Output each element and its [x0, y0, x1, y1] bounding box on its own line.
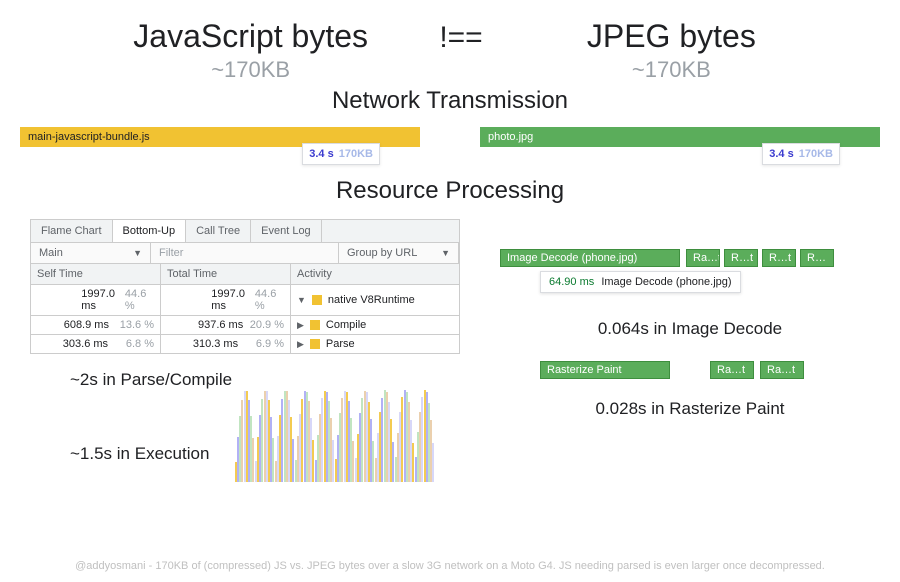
header-mid: !==: [419, 21, 502, 55]
raster-smalls: Ra…t Ra…t: [710, 361, 804, 379]
cell-total-time: 310.3 ms6.9 %: [161, 335, 291, 353]
devtools-tab[interactable]: Bottom-Up: [113, 220, 187, 242]
col-self-time[interactable]: Self Time: [31, 264, 161, 284]
cell-self-time: 303.6 ms6.8 %: [31, 335, 161, 353]
jpeg-filename: photo.jpg: [488, 131, 533, 143]
cell-activity: ▶Compile: [291, 316, 459, 334]
js-bar-col: main-javascript-bundle.js 3.4 s 170KB: [20, 127, 420, 147]
decode-main-box: Image Decode (phone.jpg): [500, 249, 680, 267]
caption-image-decode: 0.064s in Image Decode: [500, 319, 880, 339]
devtools-tab[interactable]: Call Tree: [186, 220, 251, 242]
caption-execution: ~1.5s in Execution: [70, 444, 209, 464]
cell-self-time: 1997.0 ms44.6 %: [31, 285, 161, 315]
size-js: ~170KB: [82, 57, 419, 83]
devtools-main-select[interactable]: Main ▼: [31, 243, 151, 263]
processing-left: Flame ChartBottom-UpCall TreeEvent Log M…: [30, 219, 460, 482]
devtools-group-label: Group by URL: [347, 247, 417, 259]
title-jpeg: JPEG bytes: [503, 18, 840, 55]
raster-small-box: Ra…t: [710, 361, 754, 379]
network-bars-row: main-javascript-bundle.js 3.4 s 170KB ph…: [0, 115, 900, 147]
raster-main-box: Rasterize Paint: [540, 361, 670, 379]
size-jpeg: ~170KB: [503, 57, 840, 83]
raster-row: Rasterize Paint Ra…t Ra…t: [540, 361, 880, 379]
devtools-rows: 1997.0 ms44.6 %1997.0 ms44.6 %▼native V8…: [30, 285, 460, 354]
neq-operator: !==: [439, 21, 482, 55]
header-right: JPEG bytes ~170KB: [503, 18, 840, 83]
jpeg-bar-col: photo.jpg 3.4 s 170KB: [480, 127, 880, 147]
decode-small-box: Ra…t: [686, 249, 720, 267]
cell-total-time: 937.6 ms20.9 %: [161, 316, 291, 334]
section-processing-label: Resource Processing: [0, 177, 900, 205]
decode-tooltip: 64.90 ms Image Decode (phone.jpg): [540, 271, 741, 293]
devtools-row[interactable]: 1997.0 ms44.6 %1997.0 ms44.6 %▼native V8…: [30, 285, 460, 316]
caption-rasterize: 0.028s in Rasterize Paint: [500, 399, 880, 419]
devtools-controls: Main ▼ Filter Group by URL ▼: [30, 243, 460, 264]
decode-small-box: R…t: [724, 249, 758, 267]
caption-parse-compile: ~2s in Parse/Compile: [70, 370, 460, 390]
cell-total-time: 1997.0 ms44.6 %: [161, 285, 291, 315]
section-network-label: Network Transmission: [0, 87, 900, 115]
jpeg-timing-tag: 3.4 s 170KB: [762, 143, 840, 165]
js-timing-tag: 3.4 s 170KB: [302, 143, 380, 165]
devtools-tabs: Flame ChartBottom-UpCall TreeEvent Log: [30, 219, 460, 243]
devtools-filter-label: Filter: [159, 247, 183, 259]
decode-small-box: R…: [800, 249, 834, 267]
jpeg-size: 170KB: [799, 148, 833, 160]
chevron-down-icon: ▼: [441, 248, 450, 258]
devtools-tab[interactable]: Flame Chart: [31, 220, 113, 242]
js-filename: main-javascript-bundle.js: [28, 131, 150, 143]
cell-activity: ▼native V8Runtime: [291, 285, 459, 315]
footer-attribution: @addyosmani - 170KB of (compressed) JS v…: [0, 560, 900, 572]
flame-chart-icon: [235, 402, 435, 482]
title-js: JavaScript bytes: [82, 18, 419, 55]
header-row: JavaScript bytes ~170KB !== JPEG bytes ~…: [0, 0, 900, 83]
processing-right: Image Decode (phone.jpg) Ra…tR…tR…tR… 64…: [500, 219, 880, 482]
devtools-tab[interactable]: Event Log: [251, 220, 322, 242]
js-size: 170KB: [339, 148, 373, 160]
devtools-filter-input[interactable]: Filter: [151, 243, 339, 263]
decode-row: Image Decode (phone.jpg) Ra…tR…tR…tR…: [500, 249, 880, 267]
devtools-row[interactable]: 303.6 ms6.8 %310.3 ms6.9 %▶Parse: [30, 335, 460, 354]
decode-tooltip-ms: 64.90 ms: [549, 276, 594, 288]
col-total-time[interactable]: Total Time: [161, 264, 291, 284]
devtools-group-select[interactable]: Group by URL ▼: [339, 243, 459, 263]
cell-activity: ▶Parse: [291, 335, 459, 353]
cell-self-time: 608.9 ms13.6 %: [31, 316, 161, 334]
raster-small-box: Ra…t: [760, 361, 804, 379]
decode-tooltip-label: Image Decode (phone.jpg): [601, 276, 731, 288]
decode-smalls: Ra…tR…tR…tR…: [686, 249, 834, 267]
col-activity[interactable]: Activity: [291, 264, 459, 284]
chevron-down-icon: ▼: [133, 248, 142, 258]
devtools-row[interactable]: 608.9 ms13.6 %937.6 ms20.9 %▶Compile: [30, 316, 460, 335]
devtools-grid-head: Self Time Total Time Activity: [30, 264, 460, 285]
processing-row: Flame ChartBottom-UpCall TreeEvent Log M…: [0, 205, 900, 482]
js-time: 3.4 s: [309, 148, 333, 160]
jpeg-time: 3.4 s: [769, 148, 793, 160]
header-left: JavaScript bytes ~170KB: [82, 18, 419, 83]
decode-small-box: R…t: [762, 249, 796, 267]
devtools-main-label: Main: [39, 247, 63, 259]
